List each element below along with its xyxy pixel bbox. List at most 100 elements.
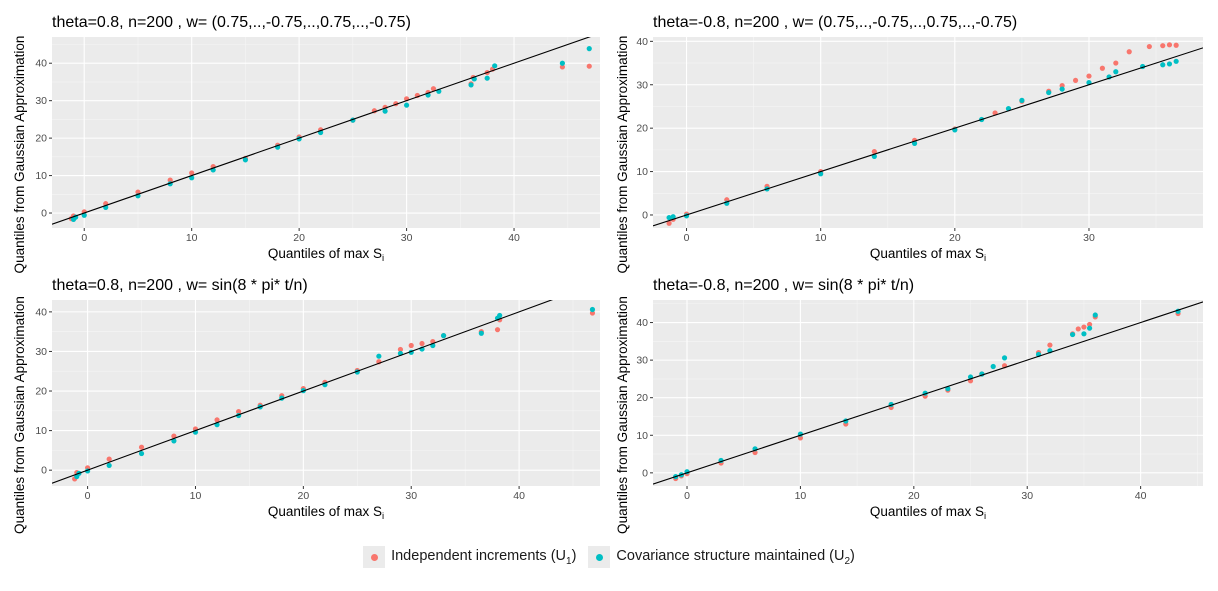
tick-label-y: 10 — [636, 166, 648, 178]
point-covariance — [1092, 312, 1098, 318]
tick-label-y: 20 — [636, 392, 648, 404]
point-covariance — [1059, 86, 1065, 92]
tick-label-y: 30 — [636, 355, 648, 367]
legend: Independent increments (U1) Covariance s… — [0, 542, 1218, 572]
point-independent — [397, 346, 404, 353]
tick-label-y: 10 — [35, 170, 47, 182]
point-covariance — [1173, 58, 1179, 64]
point-independent — [1086, 73, 1092, 79]
legend-key-independent — [363, 546, 386, 568]
panel-background — [52, 300, 600, 486]
tick-label-y: 0 — [41, 208, 47, 220]
x-axis-label: Quantiles of max Si — [268, 246, 384, 264]
tick-label-x: 10 — [795, 490, 807, 502]
tick-label-x: 40 — [513, 490, 525, 502]
point-independent — [1081, 324, 1087, 330]
point-independent — [1113, 60, 1119, 66]
panel-top-right: 0 10 20 30 0 10 20 30 40 theta=-0.8, n=200 , w= (… — [615, 14, 1203, 273]
point-independent — [1126, 49, 1132, 55]
point-covariance — [1160, 62, 1166, 68]
point-independent — [1173, 42, 1179, 48]
tick-label-x: 40 — [1135, 490, 1147, 502]
tick-label-y: 10 — [636, 430, 648, 442]
point-independent — [189, 170, 195, 176]
tick-label-y: 0 — [41, 465, 47, 477]
tick-label-x: 30 — [1021, 490, 1033, 502]
tick-label-x: 30 — [401, 232, 413, 244]
tick-label-y: 30 — [636, 79, 648, 91]
y-axis-label: Quantiles from Gaussian Approximation — [615, 296, 630, 534]
point-independent — [1160, 43, 1166, 49]
point-covariance — [492, 63, 498, 69]
tick-label-y: 30 — [35, 346, 47, 358]
point-covariance — [382, 108, 388, 114]
point-covariance — [484, 75, 490, 81]
tick-label-y: 0 — [642, 467, 648, 479]
tick-label-x: 0 — [85, 490, 91, 502]
point-covariance — [1019, 97, 1025, 103]
x-axis-label: Quantiles of max Si — [268, 504, 384, 522]
point-independent — [1072, 77, 1079, 84]
tick-label-y: 10 — [35, 425, 47, 437]
point-covariance — [1086, 325, 1093, 331]
point-covariance — [1113, 69, 1119, 75]
reference-line — [52, 37, 591, 225]
legend-key-covariance — [588, 546, 611, 568]
point-covariance — [1166, 61, 1173, 67]
point-independent — [430, 86, 437, 92]
point-independent — [1086, 321, 1093, 328]
point-covariance — [589, 306, 596, 313]
legend-dot-independent — [370, 553, 378, 561]
panel-bottom-right: 0 10 20 30 40 0 10 20 30 40 theta=-0.8, n=200 , w=… — [615, 277, 1203, 534]
point-independent — [1047, 342, 1053, 348]
tick-label-x: 30 — [405, 490, 417, 502]
panel-title: theta=0.8, n=200 , w= sin(8 * pi* t/n) — [52, 277, 308, 294]
tick-label-y: 40 — [636, 317, 648, 329]
point-covariance — [1081, 331, 1087, 337]
point-independent — [236, 409, 242, 415]
point-independent — [559, 64, 565, 70]
point-covariance — [1001, 355, 1008, 361]
panel-bottom-left: 0 10 20 30 40 0 10 20 30 40 theta=0.8, n=200 , w= … — [12, 277, 600, 534]
panel-title: theta=-0.8, n=200 , w= (0.75,..,-0.75,..… — [653, 14, 1017, 31]
point-covariance — [171, 438, 177, 444]
tick-label-x: 0 — [684, 490, 690, 502]
tick-label-y: 40 — [636, 36, 648, 48]
x-axis-label: Quantiles of max Si — [870, 504, 986, 522]
point-independent — [586, 63, 592, 69]
tick-label-y: 40 — [35, 306, 47, 318]
y-axis-label: Quantiles from Gaussian Approximation — [12, 36, 27, 274]
point-covariance — [403, 102, 410, 108]
point-independent — [1146, 43, 1152, 50]
tick-label-y: 40 — [35, 58, 47, 70]
tick-label-x: 20 — [908, 490, 920, 502]
legend-label-covariance: Covariance structure maintained (U2) — [616, 547, 855, 567]
point-independent — [1075, 326, 1081, 332]
tick-label-y: 20 — [636, 123, 648, 135]
point-covariance — [1069, 331, 1076, 338]
point-independent — [138, 444, 145, 450]
panel-title: theta=-0.8, n=200 , w= sin(8 * pi* t/n) — [653, 277, 914, 294]
point-covariance — [440, 333, 447, 339]
panel-title: theta=0.8, n=200 , w= (0.75,..,-0.75,..,… — [52, 14, 411, 31]
tick-label-x: 10 — [186, 232, 198, 244]
point-covariance — [586, 46, 592, 52]
point-independent — [419, 340, 425, 347]
point-covariance — [376, 353, 382, 359]
point-covariance — [1046, 89, 1052, 96]
point-covariance — [497, 312, 503, 319]
reference-line — [653, 301, 1203, 485]
y-axis-label: Quantiles from Gaussian Approximation — [615, 36, 630, 274]
point-independent — [167, 177, 173, 183]
tick-label-x: 0 — [684, 232, 690, 244]
reference-line — [653, 47, 1203, 227]
point-independent — [666, 220, 672, 226]
legend-item-covariance: Covariance structure maintained (U2) — [588, 546, 855, 568]
point-covariance — [990, 363, 996, 370]
tick-label-x: 30 — [1083, 232, 1095, 244]
point-independent — [408, 342, 414, 349]
point-independent — [214, 417, 220, 423]
point-independent — [106, 456, 112, 462]
tick-label-y: 30 — [35, 95, 47, 107]
